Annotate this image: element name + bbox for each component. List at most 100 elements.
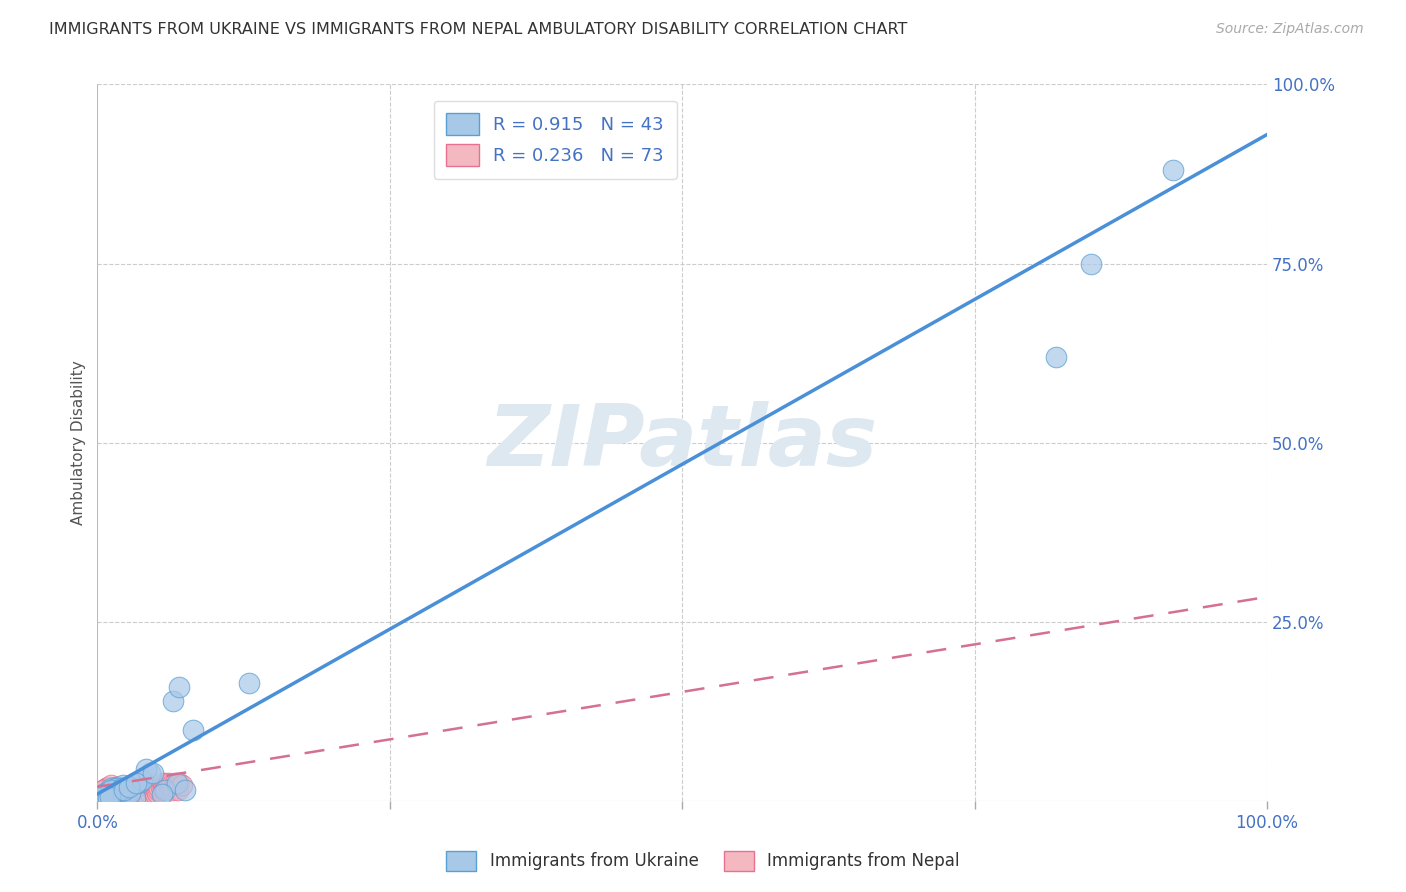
- Point: [1163, 163, 1185, 178]
- Point: [142, 765, 165, 780]
- Point: [90, 791, 112, 805]
- Point: [96, 789, 118, 803]
- Point: [139, 765, 162, 780]
- Point: [146, 786, 169, 800]
- Point: [128, 783, 150, 797]
- Point: [150, 776, 173, 790]
- Point: [153, 783, 176, 797]
- Point: [136, 782, 159, 797]
- Legend: Immigrants from Ukraine, Immigrants from Nepal: Immigrants from Ukraine, Immigrants from…: [439, 842, 967, 880]
- Point: [108, 783, 131, 797]
- Point: [162, 694, 184, 708]
- Legend: R = 0.915   N = 43, R = 0.236   N = 73: R = 0.915 N = 43, R = 0.236 N = 73: [434, 101, 676, 179]
- Point: [131, 772, 153, 787]
- Point: [155, 781, 177, 796]
- Point: [91, 783, 114, 797]
- Point: [174, 783, 197, 797]
- Point: [148, 781, 170, 796]
- Point: [139, 786, 162, 800]
- Text: IMMIGRANTS FROM UKRAINE VS IMMIGRANTS FROM NEPAL AMBULATORY DISABILITY CORRELATI: IMMIGRANTS FROM UKRAINE VS IMMIGRANTS FR…: [49, 22, 908, 37]
- Point: [125, 776, 148, 790]
- Point: [135, 762, 157, 776]
- Point: [101, 791, 124, 805]
- Point: [120, 783, 142, 797]
- Point: [94, 781, 117, 796]
- Point: [105, 781, 128, 796]
- Point: [100, 783, 122, 797]
- Point: [166, 776, 188, 790]
- Point: [124, 790, 146, 805]
- Point: [163, 776, 186, 790]
- Point: [166, 781, 188, 796]
- Point: [117, 780, 139, 794]
- Point: [143, 787, 166, 801]
- Point: [127, 776, 149, 790]
- Point: [167, 680, 190, 694]
- Point: [124, 779, 146, 793]
- Point: [129, 781, 152, 796]
- Point: [146, 783, 169, 797]
- Point: [115, 781, 138, 796]
- Point: [91, 792, 114, 806]
- Point: [93, 787, 115, 801]
- Point: [145, 782, 167, 797]
- Point: [114, 785, 136, 799]
- Point: [112, 783, 135, 797]
- Point: [181, 723, 204, 737]
- Y-axis label: Ambulatory Disability: Ambulatory Disability: [72, 360, 86, 525]
- Point: [167, 776, 190, 790]
- Point: [111, 781, 134, 796]
- Point: [110, 783, 132, 797]
- Point: [98, 783, 121, 797]
- Point: [170, 779, 193, 793]
- Point: [153, 779, 176, 793]
- Point: [112, 789, 135, 804]
- Point: [97, 790, 120, 805]
- Point: [160, 783, 183, 797]
- Point: [87, 793, 110, 807]
- Point: [238, 676, 260, 690]
- Point: [104, 782, 127, 797]
- Point: [134, 783, 156, 797]
- Point: [132, 789, 155, 803]
- Point: [98, 789, 121, 804]
- Point: [156, 779, 179, 793]
- Point: [162, 780, 184, 794]
- Point: [98, 784, 121, 798]
- Point: [112, 787, 135, 801]
- Point: [1045, 350, 1067, 364]
- Point: [165, 779, 187, 793]
- Point: [97, 790, 120, 805]
- Point: [118, 780, 141, 794]
- Point: [134, 780, 156, 794]
- Point: [167, 783, 190, 797]
- Point: [149, 780, 172, 794]
- Point: [115, 786, 138, 800]
- Point: [142, 780, 165, 794]
- Point: [131, 786, 153, 800]
- Point: [91, 787, 114, 801]
- Point: [121, 781, 143, 796]
- Point: [127, 786, 149, 800]
- Point: [90, 790, 112, 805]
- Point: [112, 779, 135, 793]
- Point: [160, 779, 183, 793]
- Point: [120, 789, 142, 803]
- Point: [91, 789, 114, 803]
- Point: [107, 786, 129, 800]
- Point: [103, 787, 125, 801]
- Point: [96, 789, 118, 803]
- Point: [118, 786, 141, 800]
- Point: [91, 783, 114, 797]
- Point: [100, 781, 122, 796]
- Point: [127, 782, 149, 797]
- Point: [91, 789, 114, 803]
- Point: [120, 782, 142, 797]
- Point: [153, 776, 176, 790]
- Point: [150, 787, 173, 801]
- Point: [120, 786, 142, 800]
- Point: [122, 787, 145, 801]
- Point: [141, 783, 163, 797]
- Point: [105, 789, 128, 803]
- Point: [97, 780, 120, 794]
